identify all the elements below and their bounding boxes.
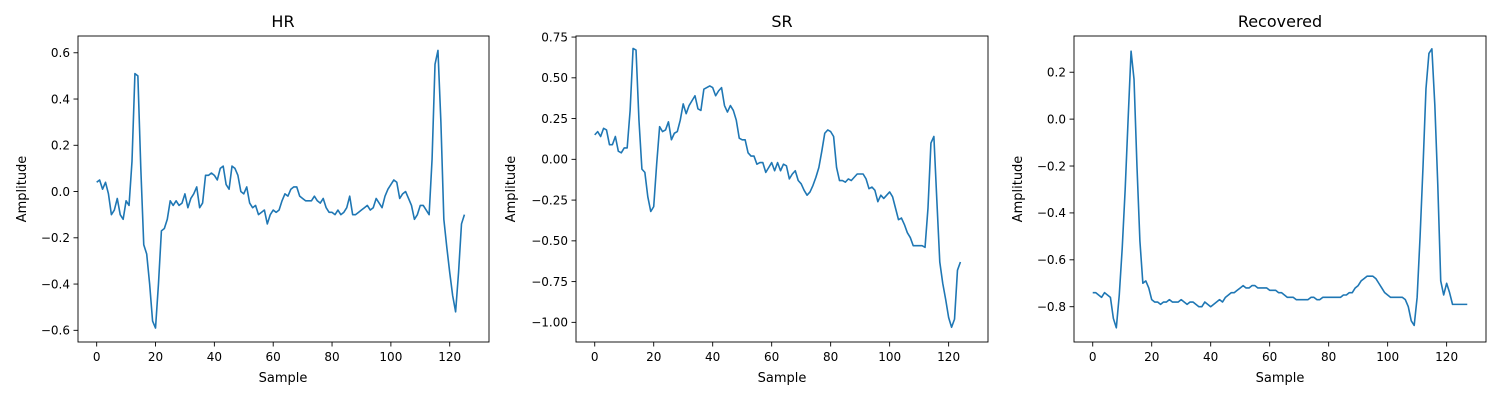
y-tick-label: 0.0 [51, 185, 70, 199]
x-tick-label: 120 [937, 350, 960, 364]
y-tick-label: −1.00 [531, 316, 568, 330]
x-tick-label: 20 [1144, 350, 1159, 364]
data-series-line [594, 47, 962, 329]
x-tick-label: 100 [1376, 350, 1399, 364]
plot-frame [1073, 35, 1487, 343]
subplot-hr: HR Sample Amplitude 0 20 40 60 80 100 120 −0.6 −… [15, 12, 490, 386]
x-tick-label: 100 [379, 350, 402, 364]
chart-title: SR [771, 12, 792, 31]
x-tick-label: 40 [207, 350, 222, 364]
x-tick-label: 120 [438, 350, 461, 364]
x-tick-label: 120 [1435, 350, 1458, 364]
y-tick-label: −0.75 [531, 275, 568, 289]
y-tick-label: −0.6 [1037, 253, 1066, 267]
y-tick-label: −0.2 [1037, 159, 1066, 173]
x-tick-label: 40 [1203, 350, 1218, 364]
y-tick-label: 0.75 [541, 30, 568, 44]
y-tick-label: 0.4 [51, 92, 70, 106]
y-tick-label: 0.6 [51, 46, 70, 60]
x-tick-label: 0 [591, 350, 599, 364]
x-tick-label: 0 [1089, 350, 1097, 364]
chart-title: Recovered [1238, 12, 1322, 31]
y-tick-label: 0.50 [541, 71, 568, 85]
y-tick-label: −0.4 [1037, 206, 1066, 220]
y-tick-label: 0.00 [541, 153, 568, 167]
x-tick-label: 20 [646, 350, 661, 364]
x-axis-label: Sample [259, 371, 308, 386]
subplot-recovered: Recovered Sample Amplitude 0 20 40 60 80 100 1… [1011, 12, 1487, 386]
y-tick-label: 0.0 [1047, 112, 1066, 126]
y-tick-label: 0.2 [51, 139, 70, 153]
x-tick-label: 20 [148, 350, 163, 364]
plot-frame [575, 35, 989, 343]
y-axis-label: Amplitude [1011, 156, 1026, 223]
y-tick-label: −0.4 [41, 277, 70, 291]
subplot-sr: SR Sample Amplitude 0 20 40 60 80 100 120 −1.00… [504, 12, 989, 386]
y-tick-label: −0.50 [531, 234, 568, 248]
x-tick-label: 80 [823, 350, 838, 364]
chart-title: HR [271, 12, 294, 31]
y-tick-label: −0.6 [41, 324, 70, 338]
y-tick-label: 0.25 [541, 112, 568, 126]
y-axis-label: Amplitude [15, 156, 30, 223]
plot-frame [77, 35, 490, 343]
x-tick-label: 60 [1262, 350, 1277, 364]
x-tick-label: 60 [266, 350, 281, 364]
y-tick-label: −0.8 [1037, 300, 1066, 314]
x-tick-label: 0 [93, 350, 101, 364]
y-tick-label: 0.2 [1047, 66, 1066, 80]
x-tick-label: 80 [1321, 350, 1336, 364]
y-tick-label: −0.2 [41, 231, 70, 245]
x-tick-label: 60 [764, 350, 779, 364]
x-tick-label: 100 [878, 350, 901, 364]
x-tick-label: 80 [324, 350, 339, 364]
data-series-line [96, 49, 466, 329]
x-tick-label: 40 [705, 350, 720, 364]
x-axis-label: Sample [758, 371, 807, 386]
y-axis-label: Amplitude [504, 156, 519, 223]
x-axis-label: Sample [1256, 371, 1305, 386]
y-tick-label: −0.25 [531, 193, 568, 207]
data-series-line [1092, 47, 1468, 329]
